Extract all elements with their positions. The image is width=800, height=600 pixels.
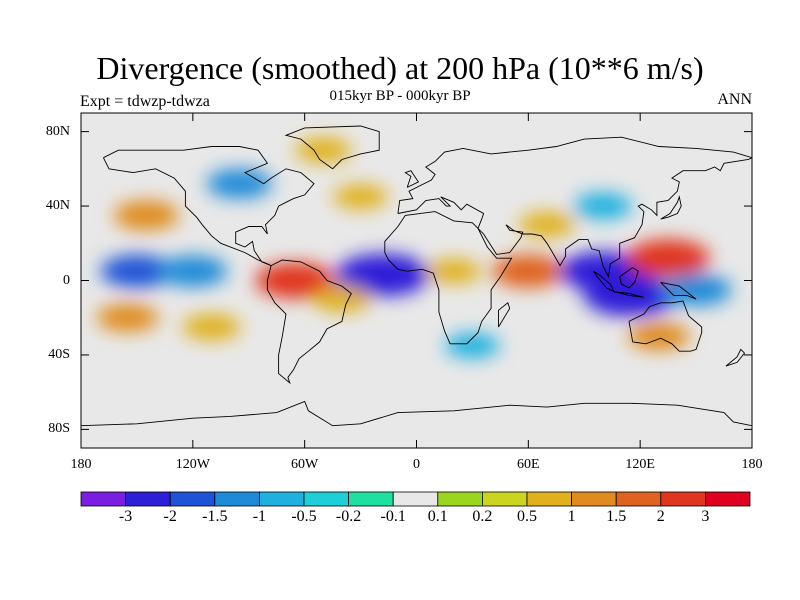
anomaly-region [96,303,159,332]
coastline [397,136,752,214]
colorbar-label: 3 [701,508,710,525]
colorbar-swatch [125,491,171,507]
colorbar-swatch [615,491,662,507]
map-title: Divergence (smoothed) at 200 hPa (10**6 … [96,50,704,86]
colorbar-swatch [303,491,349,507]
colorbar-label: -0.2 [335,508,362,525]
colorbar-label: 2 [656,508,665,525]
colorbar-swatch [169,491,216,507]
colorbar-swatch [258,491,305,507]
coastline [397,157,752,279]
y-tick-label: 40S [48,346,70,362]
coastline [619,266,639,289]
y-tick-label: 80S [48,421,70,437]
x-tick-label: 120W [175,457,210,472]
colorbar-label: -1 [252,508,267,525]
coastline [660,281,697,300]
colorbar-swatch [526,491,572,507]
coastline [660,195,682,220]
colorbar-label: 1.5 [606,508,627,525]
anomaly-region [660,273,732,306]
anomaly-region [445,333,500,359]
coastline [81,400,752,427]
season-label: ANN [717,91,752,108]
coastline [266,259,352,385]
colorbar-label: -1.5 [202,508,228,525]
colorbar-swatch [214,491,260,507]
x-tick-label: 120E [625,457,655,472]
map-subtitle: 015kyr BP - 000kyr BP [329,88,471,104]
anomaly-region [295,137,352,164]
colorbar-swatch [348,491,394,507]
anomaly-region [426,258,482,284]
colorbar-label: 0.2 [472,508,493,525]
colorbar-swatch [437,491,483,507]
anomaly-region [182,313,241,341]
experiment-label: Expt = tdwzp-tdwza [80,93,210,110]
y-tick-label: 80N [45,123,70,139]
anomaly-region [113,200,180,231]
colorbar-label: -3 [118,508,133,525]
colorbar-swatch [392,491,439,507]
colorbar-label: 0.1 [427,508,448,525]
anomaly-region [255,262,336,299]
colorbar-label: 1 [567,508,576,525]
coastline [102,146,315,267]
anomaly-region [158,255,228,287]
coastline [384,211,513,345]
x-tick-label: 60W [291,457,319,472]
coastline [284,125,380,170]
anomaly-region [626,239,710,277]
anomaly-region [206,168,273,199]
colorbar-swatch [481,491,528,507]
coastline [498,302,511,328]
anomaly-region [100,254,174,288]
x-tick-label: 0 [413,457,420,472]
x-tick-label: 60E [517,457,540,472]
coastline [628,300,703,352]
colorbar-swatch [80,491,126,507]
anomaly-region [518,211,576,238]
anomaly-region [335,253,431,297]
coastline [404,170,420,188]
anomaly-region [333,184,388,210]
coastline [725,348,746,367]
y-tick-label: 40N [45,198,70,214]
coastline [613,291,645,298]
anomaly-region [627,322,690,351]
anomaly-region [491,254,565,288]
colorbar-label: -0.5 [291,508,317,525]
colorbar-swatch [705,491,751,507]
colorbar-swatch [571,491,617,507]
y-tick-label: 0 [63,272,70,288]
x-tick-label: 180 [70,457,92,472]
anomaly-region [573,192,633,220]
colorbar-label: 0.5 [517,508,537,525]
anomaly-region [312,285,372,313]
colorbar-label: -0.1 [380,508,406,525]
colorbar-label: -2 [163,508,177,525]
x-tick-label: 180 [741,457,763,472]
colorbar-swatch [660,491,706,507]
